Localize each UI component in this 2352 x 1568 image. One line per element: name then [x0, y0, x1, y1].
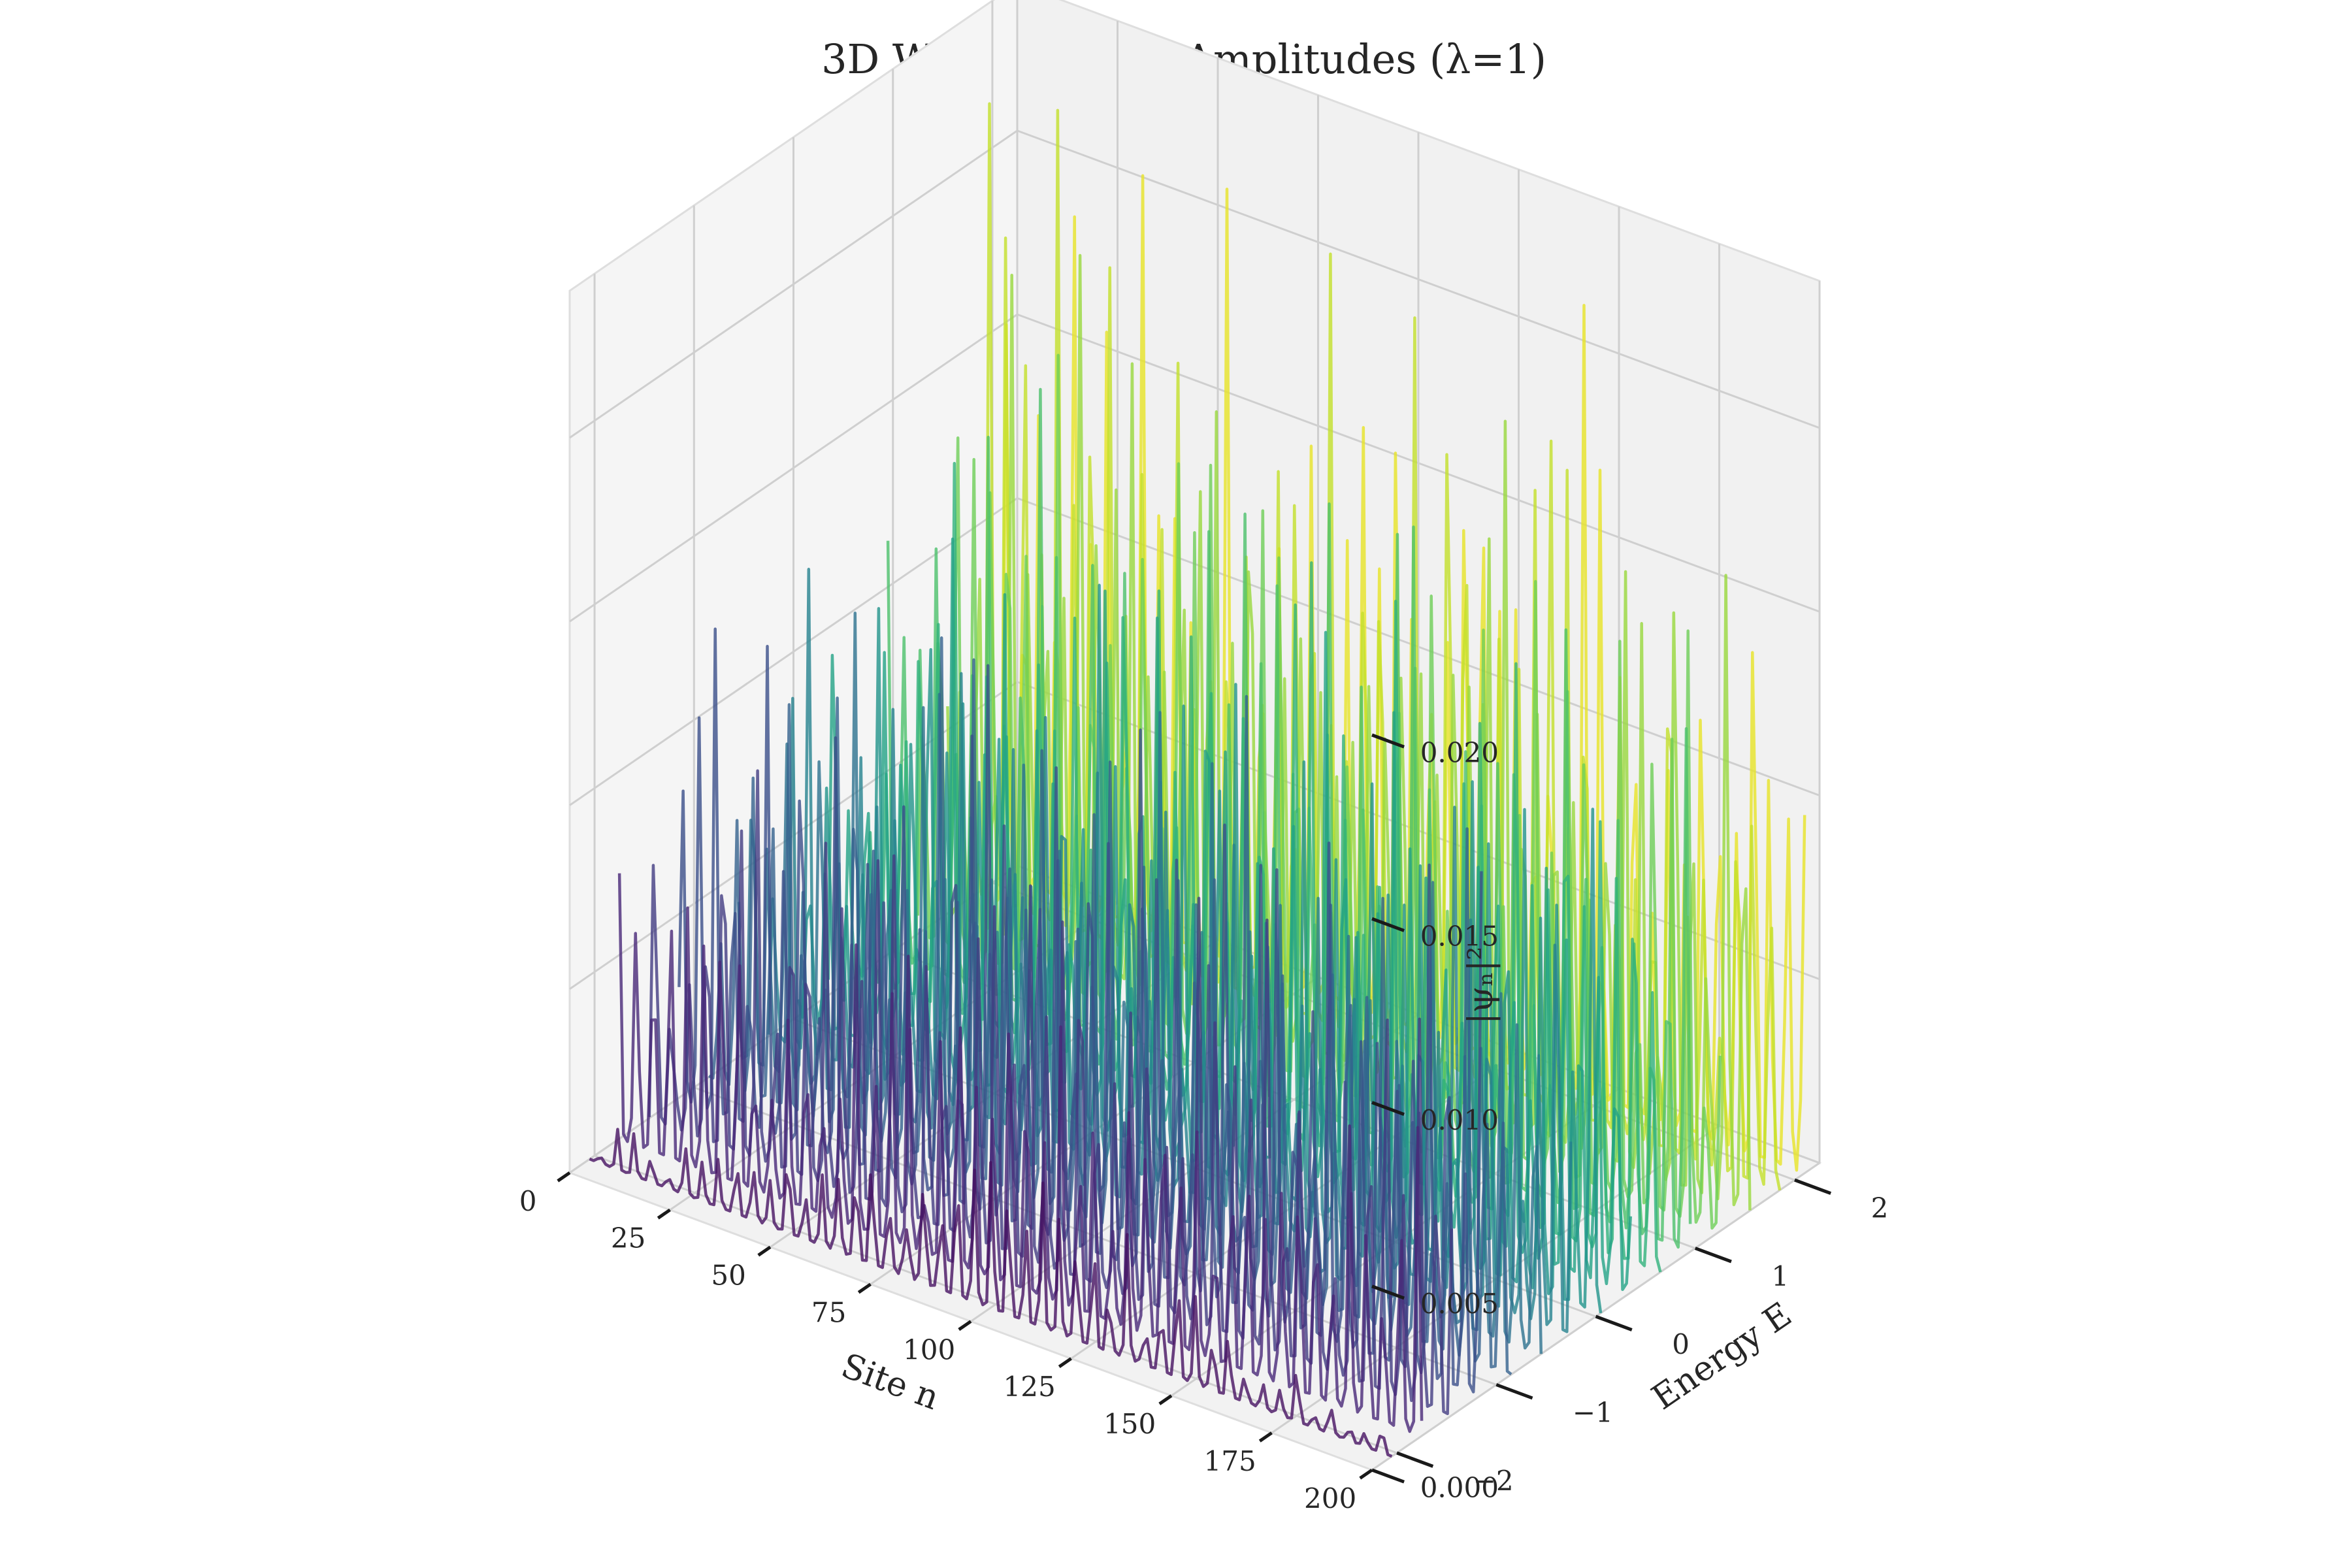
y-tick-label: −1 [1573, 1397, 1613, 1429]
wavefunction-curve [708, 636, 1512, 1376]
y-tick-label: 1 [1771, 1260, 1789, 1292]
x-tick [1359, 1468, 1373, 1480]
x-tick-label: 175 [1204, 1445, 1256, 1477]
x-tick [557, 1171, 571, 1183]
y-tick [1595, 1315, 1633, 1331]
x-tick-label: 200 [1304, 1482, 1356, 1514]
z-tick-label: 0.020 [1420, 736, 1499, 768]
z-axis-label: |ψₙ|² [1462, 947, 1501, 1024]
z-tick [1371, 1101, 1405, 1117]
z-tick [1371, 1284, 1405, 1300]
z-tick-label: 0.010 [1420, 1104, 1499, 1136]
x-tick-label: 150 [1103, 1408, 1156, 1440]
x-tick-label: 100 [903, 1333, 955, 1365]
z-tick [1371, 1468, 1405, 1484]
x-tick [1258, 1431, 1273, 1443]
x-tick [1158, 1394, 1173, 1405]
x-tick-label: 75 [811, 1297, 846, 1329]
grid-line-z-left [569, 129, 1018, 439]
wavefunction-curves [589, 102, 1806, 1458]
z-tick [1371, 917, 1405, 932]
wavefunction-curve [617, 873, 1424, 1433]
z-tick-label: 0.015 [1420, 921, 1499, 953]
y-axis-label: Energy E [1645, 1295, 1799, 1418]
x-tick [1058, 1357, 1072, 1368]
y-tick-label: −2 [1473, 1465, 1514, 1497]
grid-line-z-back [1017, 313, 1820, 613]
x-tick-label: 50 [711, 1260, 745, 1292]
x-tick [958, 1320, 972, 1331]
x-tick [657, 1208, 671, 1220]
grid-line-z-back [1017, 129, 1820, 429]
z-tick-label: 0.000 [1420, 1471, 1499, 1503]
y-tick [1794, 1178, 1832, 1195]
z-tick-label: 0.005 [1420, 1288, 1499, 1320]
x-tick-label: 0 [519, 1185, 537, 1217]
y-tick [1396, 1451, 1434, 1468]
x-tick-label: 125 [1004, 1371, 1056, 1403]
x-tick [857, 1282, 872, 1294]
wavefunction-curve [647, 769, 1454, 1416]
wavefunction-curve [589, 1128, 1393, 1458]
y-tick [1495, 1383, 1533, 1400]
x-tick [757, 1245, 772, 1257]
y-tick-label: 2 [1871, 1192, 1889, 1224]
grid-line-z-left [569, 497, 1018, 806]
y-tick-label: 0 [1672, 1328, 1690, 1360]
x-tick-label: 25 [611, 1222, 645, 1254]
grid-line-z-left [569, 314, 1018, 623]
axes: 0 25 50 75 100 125 150 175 200 −2 −1 0 1 2 0.000 0.005 0… [519, 733, 1889, 1514]
y-tick [1694, 1247, 1732, 1264]
z-tick [1371, 733, 1405, 749]
grid-line-y-floor [594, 1154, 1397, 1454]
